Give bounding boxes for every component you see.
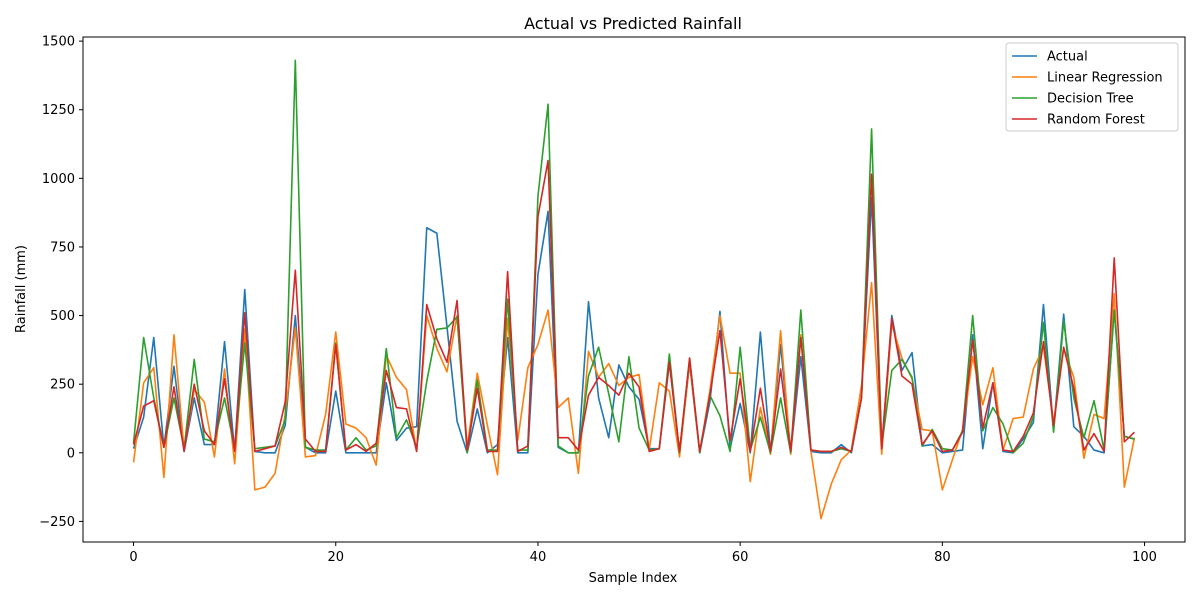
axes: 0 20 40 60 80 100 −250 0 250 500 750 1000 1250 1500 [39, 35, 1186, 565]
y-tick-label: 0 [67, 446, 75, 461]
series-line-random-forest [132, 159, 1136, 453]
legend-box [1005, 42, 1179, 132]
y-axis-label: Rainfall (mm) [14, 245, 29, 333]
series-line-decision-tree [132, 59, 1135, 454]
plot-frame [82, 36, 1186, 543]
legend: Actual Linear Regression Decision Tree Rand… [1005, 42, 1179, 132]
x-tick-label: 20 [327, 550, 344, 565]
legend-entry-label: Actual [1047, 50, 1088, 65]
legend-entry-label: Linear Regression [1047, 71, 1163, 86]
y-tick-label: 250 [50, 378, 75, 393]
y-tick-label: 750 [50, 240, 75, 255]
y-tick-label: 1250 [42, 103, 75, 118]
chart-title: Actual vs Predicted Rainfall [524, 14, 742, 33]
x-tick-label: 80 [934, 550, 951, 565]
legend-entry-label: Decision Tree [1047, 92, 1134, 107]
y-tick-label: 500 [50, 309, 75, 324]
legend-entry-label: Random Forest [1047, 113, 1145, 128]
y-tick-label: −250 [39, 515, 75, 530]
x-tick-label: 0 [129, 550, 137, 565]
x-tick-label: 100 [1132, 550, 1157, 565]
x-axis-label: Sample Index [589, 571, 678, 586]
y-tick-label: 1500 [42, 35, 75, 50]
y-tick-label: 1000 [42, 172, 75, 187]
x-tick-label: 60 [732, 550, 749, 565]
plot-area [132, 59, 1136, 520]
x-tick-label: 40 [530, 550, 547, 565]
